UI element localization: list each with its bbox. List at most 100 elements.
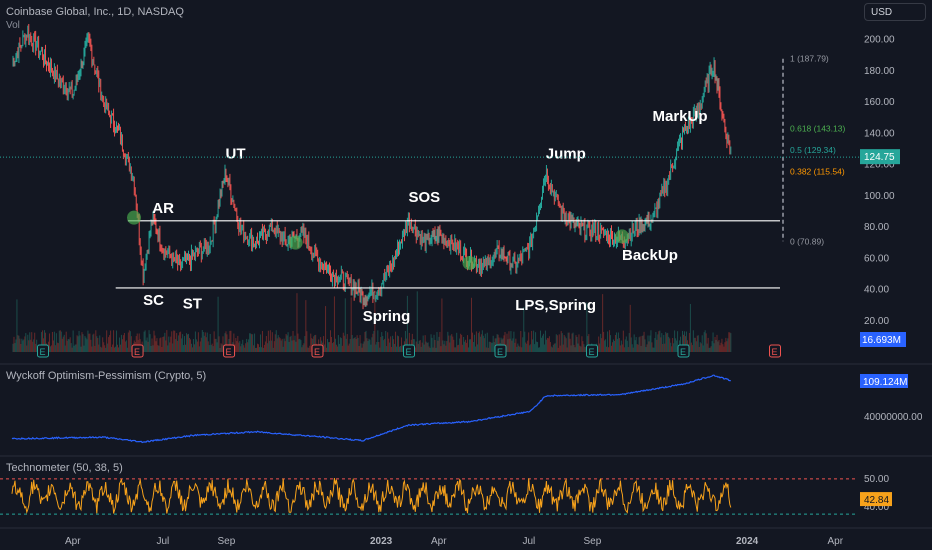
volume-tag [860, 332, 906, 347]
volume-bar [324, 344, 326, 352]
volume-bar [428, 346, 430, 352]
volume-bar [335, 344, 337, 352]
volume-bar [486, 332, 488, 352]
volume-bar [492, 335, 494, 352]
volume-bar [59, 330, 61, 352]
earnings-marker [769, 344, 781, 358]
volume-bar [601, 338, 603, 352]
volume-bar [649, 335, 651, 352]
currency-button[interactable]: USD [864, 3, 926, 21]
volume-bar [21, 338, 23, 352]
earnings-marker-label: E [772, 347, 778, 357]
volume-bar [384, 338, 386, 352]
volume-bar [585, 347, 587, 352]
volume-bar [330, 336, 332, 352]
volume-bar [444, 340, 446, 352]
volume-bar [382, 335, 384, 352]
volume-bar [524, 331, 526, 352]
volume-bar [477, 333, 479, 352]
volume-bar [214, 338, 216, 352]
volume-bar [237, 335, 239, 352]
volume-bar [308, 347, 310, 352]
volume-bar [523, 307, 525, 352]
volume-bar [157, 345, 159, 352]
y-tick-label: 20.00 [864, 316, 889, 327]
volume-bar [681, 330, 683, 352]
volume-bar [342, 332, 344, 352]
volume-bar [150, 345, 152, 352]
volume-bar [24, 336, 26, 352]
earnings-marker-label: E [134, 347, 140, 357]
volume-bar [277, 335, 279, 352]
y-tick-label: 40.00 [864, 285, 889, 296]
volume-bar [398, 336, 400, 352]
volume-bar [135, 336, 137, 352]
volume-bar [112, 344, 114, 352]
volume-bar [456, 332, 458, 352]
volume-bar [613, 340, 615, 352]
volume-bar [528, 332, 530, 352]
volume-bar [609, 330, 611, 352]
volume-bar [434, 339, 436, 352]
volume-bar [221, 344, 223, 352]
volume-bar [327, 339, 329, 352]
volume-bar [323, 336, 325, 352]
volume-bar [453, 339, 455, 352]
volume-bar [478, 331, 480, 352]
volume-bar [602, 294, 604, 352]
volume-bar [222, 336, 224, 352]
volume-bar [53, 331, 55, 352]
volume-bar [147, 341, 149, 352]
volume-bar [337, 335, 339, 352]
volume-bar [88, 333, 90, 352]
volume-bar [179, 332, 181, 352]
volume-bar [148, 330, 150, 352]
volume-bar [306, 331, 308, 352]
volume-bar [281, 338, 283, 352]
volume-bar [520, 330, 522, 352]
volume-bar [664, 343, 666, 352]
volume-bar [598, 336, 600, 352]
volume-bar [17, 335, 19, 352]
volume-bar [155, 341, 157, 352]
volume-bar [561, 333, 563, 352]
volume-bar [98, 344, 100, 352]
volume-bar [440, 346, 442, 352]
volume-bar [549, 342, 551, 352]
volume-bar [692, 330, 694, 352]
volume-bar [662, 344, 664, 352]
volume-bar [439, 331, 441, 352]
volume-bar [659, 330, 661, 352]
volume-bar [391, 346, 393, 352]
volume-bar [23, 339, 25, 352]
volume-bar [617, 332, 619, 352]
volume-bar [366, 338, 368, 352]
fib-level-label: 0 (70.89) [790, 236, 824, 246]
volume-bar [672, 337, 674, 352]
tech-y-tick: 50.00 [864, 474, 889, 485]
volume-bar [305, 300, 307, 352]
volume-bar [622, 330, 624, 352]
volume-bar [388, 338, 390, 352]
volume-bar [163, 336, 165, 352]
volume-bar [702, 345, 704, 352]
volume-bar [110, 330, 112, 352]
volume-bar [118, 337, 120, 352]
volume-bar [636, 344, 638, 352]
volume-bar [711, 341, 713, 352]
volume-bar [627, 347, 629, 352]
volume-bar [167, 345, 169, 352]
volume-bar [12, 343, 14, 352]
volume-bar [291, 340, 293, 352]
volume-bar [611, 342, 613, 352]
green-marker [288, 235, 303, 250]
volume-bar [296, 293, 298, 352]
volume-bar [267, 330, 269, 352]
volume-bar [197, 332, 199, 352]
volume-bar [190, 343, 192, 352]
volume-bar [508, 331, 510, 352]
volume-bar [129, 331, 131, 352]
volume-bar [194, 331, 196, 352]
volume-bar [182, 334, 184, 352]
volume-bar [634, 340, 636, 352]
